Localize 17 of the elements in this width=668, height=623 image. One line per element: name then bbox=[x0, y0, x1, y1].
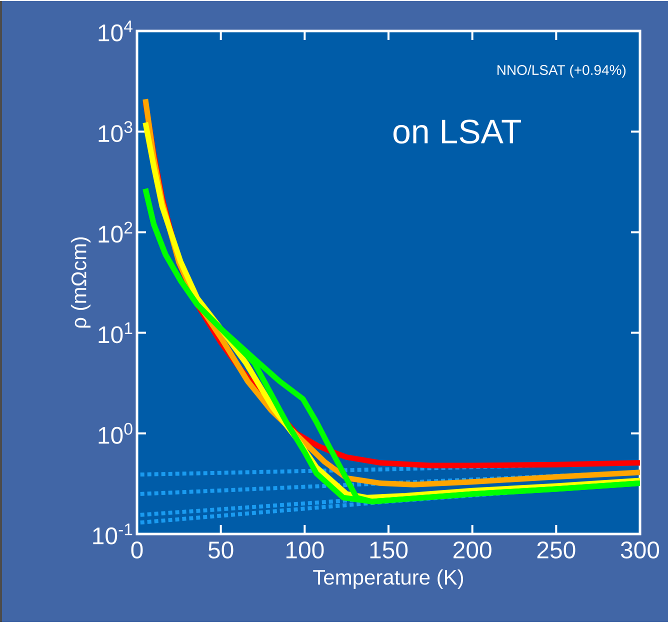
y-tick-label: 10$^{4}$ bbox=[98, 20, 132, 42]
x-tick-label: 300 bbox=[620, 542, 660, 559]
annotation: on LSAT bbox=[393, 120, 522, 144]
y-tick-label: 10$^{-1}$ bbox=[93, 524, 132, 544]
x-tick-label: 250 bbox=[537, 542, 576, 559]
x-tick-label: 150 bbox=[370, 542, 408, 559]
x-tick-label: 50 bbox=[208, 542, 234, 559]
y-tick-label: 10$^{1}$ bbox=[98, 322, 132, 344]
y-tick-label: 10$^{3}$ bbox=[98, 121, 132, 142]
x-tick-label: 200 bbox=[454, 542, 492, 559]
annotation: NNO/LSAT (+0.94%) bbox=[498, 64, 626, 78]
x-axis-title: Temperature (K) bbox=[313, 569, 464, 589]
x-tick-label: 0 bbox=[131, 542, 143, 559]
y-axis-title: ρ (mΩcm) bbox=[70, 237, 91, 328]
x-tick-label: 100 bbox=[286, 542, 324, 559]
y-tick-label: 10$^{0}$ bbox=[98, 422, 132, 444]
y-tick-label: 10$^{2}$ bbox=[98, 222, 132, 243]
